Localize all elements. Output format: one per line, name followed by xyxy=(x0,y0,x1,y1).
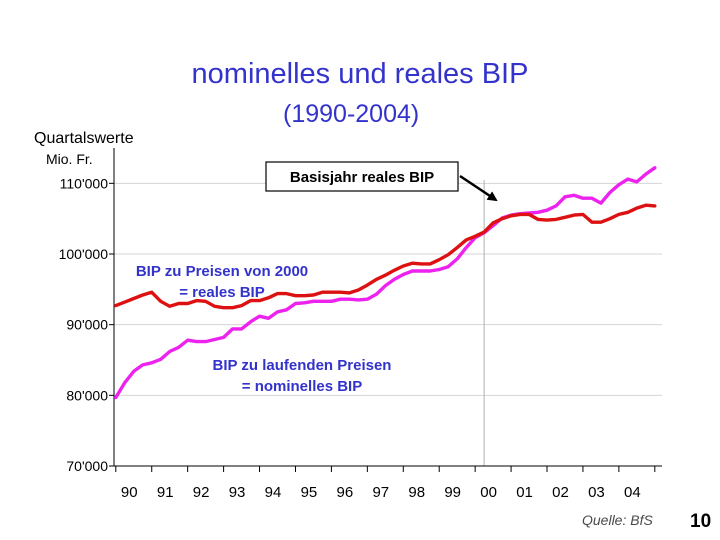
x-tick-label: 93 xyxy=(229,484,246,501)
y-ticks: 70'000 80'000 90'000 100'000 110'000 xyxy=(59,175,114,474)
series-line-nominal xyxy=(114,166,657,400)
x-tick-label: 98 xyxy=(408,484,425,501)
base-year-box xyxy=(265,161,459,192)
x-tick-label: 92 xyxy=(193,484,210,501)
grid-lines xyxy=(114,182,662,467)
chart-title: nominelles und reales BIP xyxy=(191,58,529,90)
chart-subtitle: (1990-2004) xyxy=(283,100,420,128)
x-tick-label: 90 xyxy=(121,484,138,501)
x-tick-label: 94 xyxy=(265,484,282,501)
x-tick-label: 03 xyxy=(588,484,605,501)
page-number: 10 xyxy=(690,511,712,532)
series-line-real xyxy=(114,203,657,310)
x-ticks: 90 91 92 93 94 95 96 97 98 99 00 01 02 03 04 xyxy=(115,466,656,501)
nominal-gdp-label-line2: = nominelles BIP xyxy=(242,378,362,395)
x-tick-label: 97 xyxy=(372,484,389,501)
y-tick-label: 70'000 xyxy=(66,458,108,474)
y-tick-label: 110'000 xyxy=(60,175,109,191)
nominal-gdp-label-line1: BIP zu laufenden Preisen xyxy=(213,357,392,374)
real-gdp-label-line2: = reales BIP xyxy=(179,284,264,301)
y-tick-label: 90'000 xyxy=(66,317,108,333)
series-lines xyxy=(114,166,657,400)
y-axis-unit: Mio. Fr. xyxy=(46,151,93,167)
x-tick-label: 01 xyxy=(516,484,533,501)
base-year-arrow xyxy=(459,174,498,202)
y-tick-label: 100'000 xyxy=(59,246,109,262)
axes xyxy=(113,148,662,467)
x-tick-label: 99 xyxy=(444,484,461,501)
quarter-label: Quartalswerte xyxy=(34,130,134,147)
x-tick-label: 00 xyxy=(480,484,497,501)
x-tick-label: 91 xyxy=(157,484,174,501)
base-year-label: Basisjahr reales BIP xyxy=(290,169,434,186)
x-tick-label: 04 xyxy=(624,484,641,501)
x-tick-label: 96 xyxy=(337,484,354,501)
real-gdp-label-line1: BIP zu Preisen von 2000 xyxy=(136,263,308,280)
x-tick-label: 02 xyxy=(552,484,569,501)
source-note: Quelle: BfS xyxy=(582,512,653,528)
x-tick-label: 95 xyxy=(301,484,318,501)
y-tick-label: 80'000 xyxy=(66,387,108,403)
